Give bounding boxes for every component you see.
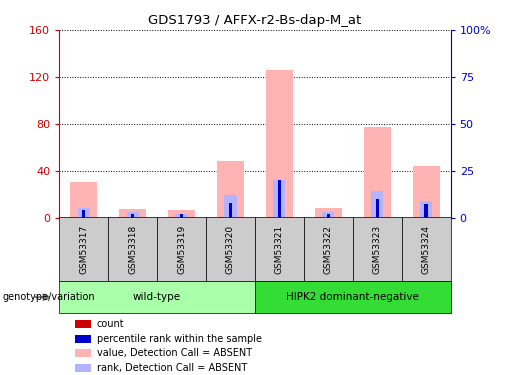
Text: genotype/variation: genotype/variation — [3, 292, 95, 302]
Bar — [176, 214, 187, 217]
Text: value, Detection Call = ABSENT: value, Detection Call = ABSENT — [97, 348, 252, 358]
Bar — [127, 212, 139, 217]
Bar — [255, 281, 451, 313]
Bar — [180, 214, 183, 217]
Bar — [371, 191, 383, 217]
Bar — [131, 216, 134, 217]
Bar — [266, 70, 293, 217]
Bar — [168, 210, 195, 218]
Text: GSM53319: GSM53319 — [177, 225, 186, 274]
Bar — [75, 334, 91, 343]
Bar — [322, 212, 334, 217]
Text: GSM53324: GSM53324 — [422, 225, 431, 274]
Bar — [327, 214, 330, 217]
Bar — [217, 161, 244, 218]
Bar — [131, 214, 134, 217]
Bar — [229, 215, 232, 217]
Bar — [157, 217, 206, 281]
Bar — [108, 217, 157, 281]
Bar — [413, 166, 440, 218]
Bar — [424, 204, 428, 218]
Bar — [420, 201, 432, 217]
Bar — [278, 214, 281, 217]
Bar — [375, 215, 379, 217]
Bar — [119, 209, 146, 218]
Bar — [78, 208, 90, 218]
Bar — [82, 210, 85, 218]
Text: rank, Detection Call = ABSENT: rank, Detection Call = ABSENT — [97, 363, 247, 373]
Bar — [327, 216, 330, 217]
Text: GSM53320: GSM53320 — [226, 225, 235, 274]
Text: percentile rank within the sample: percentile rank within the sample — [97, 334, 262, 344]
Bar — [424, 216, 428, 217]
Bar — [278, 180, 281, 218]
Bar — [364, 127, 391, 218]
Text: count: count — [97, 319, 125, 329]
Bar — [206, 217, 255, 281]
Bar — [225, 195, 236, 217]
Bar — [75, 320, 91, 328]
Bar — [70, 182, 97, 218]
Text: GSM53321: GSM53321 — [275, 225, 284, 274]
Bar — [304, 217, 353, 281]
Text: wild-type: wild-type — [133, 292, 181, 302]
Bar — [255, 217, 304, 281]
Bar — [375, 199, 379, 217]
Bar — [59, 217, 108, 281]
Bar — [402, 217, 451, 281]
Bar — [82, 214, 85, 217]
Bar — [315, 208, 342, 218]
Bar — [353, 217, 402, 281]
Bar — [229, 202, 232, 217]
Title: GDS1793 / AFFX-r2-Bs-dap-M_at: GDS1793 / AFFX-r2-Bs-dap-M_at — [148, 15, 362, 27]
Text: GSM53322: GSM53322 — [324, 225, 333, 274]
Text: GSM53323: GSM53323 — [373, 225, 382, 274]
Bar — [180, 216, 183, 217]
Text: GSM53318: GSM53318 — [128, 225, 137, 274]
Bar — [273, 180, 285, 218]
Bar — [75, 364, 91, 372]
Text: GSM53317: GSM53317 — [79, 225, 88, 274]
Bar — [75, 349, 91, 357]
Bar — [59, 281, 255, 313]
Text: HIPK2 dominant-negative: HIPK2 dominant-negative — [286, 292, 419, 302]
